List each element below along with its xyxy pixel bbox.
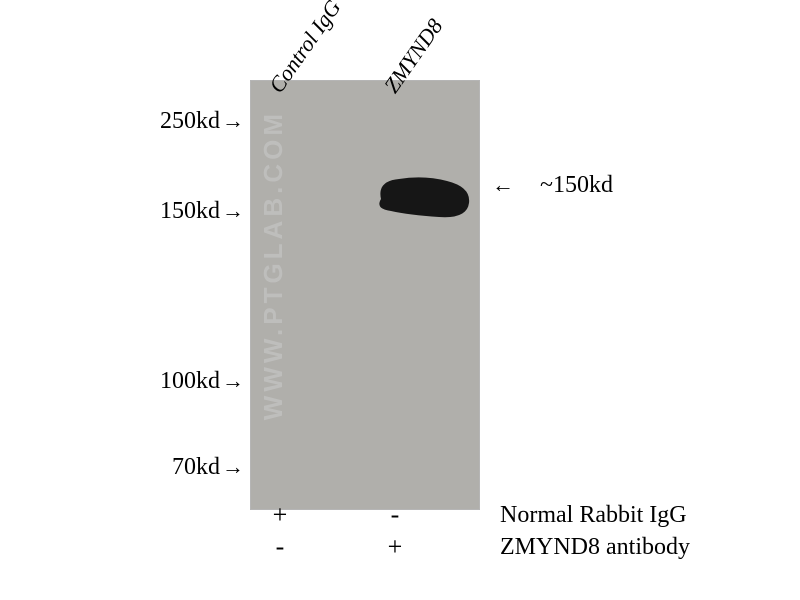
- mw-arrow-icon: →: [222, 368, 244, 394]
- legend-mark: +: [365, 532, 425, 562]
- mw-arrow-icon: →: [222, 454, 244, 480]
- band-size-label: ~150kd: [540, 172, 613, 199]
- mw-label-70kd: 70kd: [130, 454, 220, 481]
- mw-label-250kd: 250kd: [130, 108, 220, 135]
- legend-label: ZMYND8 antibody: [500, 534, 690, 561]
- legend-mark: -: [365, 500, 425, 530]
- band-arrow-icon: ←: [492, 172, 514, 198]
- mw-arrow-icon: →: [222, 108, 244, 134]
- legend-mark: +: [250, 500, 310, 530]
- western-blot-figure: WWW.PTGLAB.COM Control IgG ZMYND8 250kd→…: [0, 0, 800, 600]
- legend-label: Normal Rabbit IgG: [500, 502, 687, 529]
- mw-label-100kd: 100kd: [130, 368, 220, 395]
- mw-label-150kd: 150kd: [130, 198, 220, 225]
- blot-membrane: [250, 80, 480, 510]
- mw-arrow-icon: →: [222, 198, 244, 224]
- band-zmynd8: [369, 169, 481, 227]
- legend-mark: -: [250, 532, 310, 562]
